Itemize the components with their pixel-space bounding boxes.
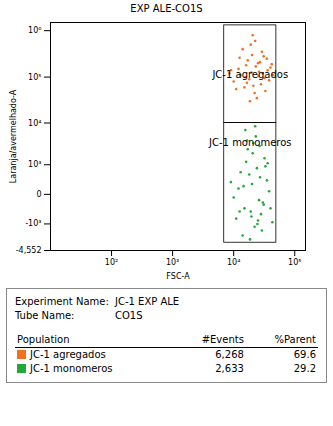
svg-text:-10³: -10³ (25, 219, 41, 228)
svg-text:10⁴: 10⁴ (28, 119, 41, 128)
svg-text:10⁵: 10⁵ (28, 73, 41, 82)
html-text:JC-1 agregados: JC-1 agregados (30, 349, 106, 360)
svg-text:JC-1 monomeros: JC-1 monomeros (208, 137, 292, 148)
svg-text:Laranja/avermelhado-A: Laranja/avermelhado-A (9, 89, 18, 183)
svg-text:10⁴: 10⁴ (227, 258, 240, 267)
html-text:#Events: #Events (201, 334, 244, 345)
svg-text:FSC-A: FSC-A (166, 272, 190, 281)
svg-text:10²: 10² (105, 258, 118, 267)
svg-text:10⁵: 10⁵ (288, 258, 301, 267)
html-text:6,268: 6,268 (215, 349, 244, 360)
svg-text:-4,552: -4,552 (16, 246, 42, 255)
html-text:JC-1 monomeros: JC-1 monomeros (30, 363, 113, 374)
html-text:Population: Population (17, 334, 70, 345)
svg-text:10³: 10³ (166, 258, 179, 267)
svg-text:10⁶: 10⁶ (28, 26, 41, 35)
html-text:Tube Name:: Tube Name: (15, 310, 75, 321)
html-text:69.6: 69.6 (293, 349, 316, 360)
html-text:2,633: 2,633 (215, 363, 244, 374)
html-text:CO1S: CO1S (115, 310, 143, 321)
html-text:29.2: 29.2 (293, 363, 316, 374)
html-text:%Parent: %Parent (274, 334, 316, 345)
svg-text:0: 0 (36, 190, 41, 199)
svg-text:JC-1 agregados: JC-1 agregados (211, 69, 288, 80)
svg-text:10³: 10³ (28, 160, 41, 169)
html-text:EXP ALE-CO1S: EXP ALE-CO1S (130, 3, 203, 14)
html-text:JC-1 EXP ALE: JC-1 EXP ALE (115, 296, 180, 307)
html-text:Experiment Name:: Experiment Name: (15, 296, 109, 307)
